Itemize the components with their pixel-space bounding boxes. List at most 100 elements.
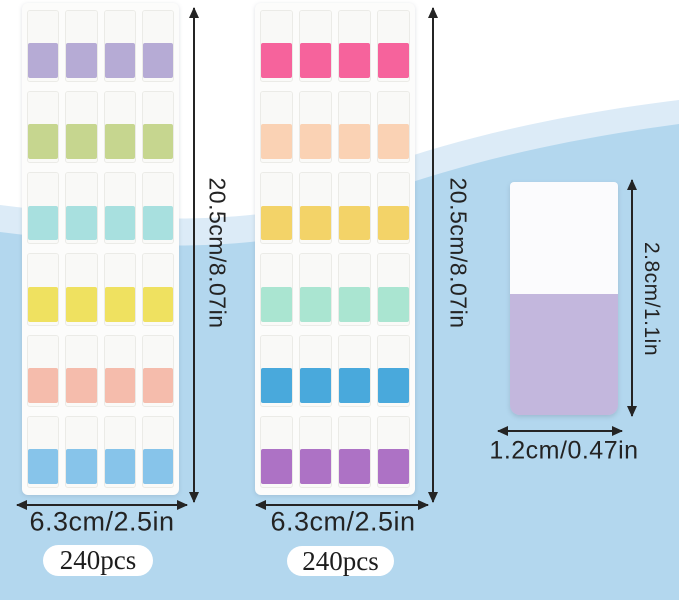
index-tab-colored-part (261, 43, 292, 79)
index-tab (338, 253, 371, 326)
index-tab-white-part (142, 11, 173, 44)
index-tab-colored-part (261, 286, 292, 322)
index-tab-white-part (339, 11, 370, 44)
index-tab (260, 253, 293, 326)
index-tab-colored-part (66, 43, 97, 79)
single-tab-colored-part (510, 293, 618, 415)
index-tab-colored-part (261, 367, 292, 403)
index-tab-colored-part (339, 205, 370, 241)
index-tab-white-part (66, 92, 97, 125)
sheet1-height-arrow (189, 7, 199, 503)
index-tab-white-part (339, 92, 370, 125)
index-tab-white-part (142, 335, 173, 368)
index-tab-colored-part (300, 124, 331, 160)
index-tab-white-part (378, 173, 409, 206)
index-tab-colored-part (261, 449, 292, 484)
sheet1-count-label: 240pcs (59, 545, 137, 575)
index-tab-colored-part (300, 205, 331, 241)
single-tab-closeup (510, 182, 618, 415)
index-tab (260, 415, 293, 488)
index-tab-colored-part (339, 124, 370, 160)
single-tab-height-label: 2.8cm/1.1in (640, 241, 663, 357)
index-tab (65, 334, 98, 407)
index-tab (141, 91, 174, 164)
index-tab-white-part (104, 11, 135, 44)
index-tab-white-part (261, 92, 292, 125)
index-tab-colored-part (339, 449, 370, 484)
index-tab (65, 172, 98, 245)
index-tab (27, 415, 60, 488)
index-tab-colored-part (339, 286, 370, 322)
index-tab (103, 253, 136, 326)
index-tab (377, 415, 410, 488)
index-tab (65, 253, 98, 326)
index-tab-colored-part (104, 367, 135, 403)
index-tab (260, 172, 293, 245)
index-tab (299, 415, 332, 488)
index-tab-white-part (66, 11, 97, 44)
index-tab-colored-part (261, 124, 292, 160)
index-tab-white-part (104, 92, 135, 125)
sheet2-count-label: 240pcs (302, 545, 379, 576)
index-tab-colored-part (300, 43, 331, 79)
index-tab-colored-part (28, 286, 59, 322)
index-tab-white-part (28, 416, 59, 450)
single-tab-width-label: 1.2cm/0.47in (489, 436, 639, 465)
index-tab-colored-part (28, 449, 59, 484)
sheet1-width-arrow (16, 500, 188, 510)
index-tab (141, 334, 174, 407)
index-tab-white-part (300, 92, 331, 125)
index-tab-white-part (300, 335, 331, 368)
index-tab-white-part (28, 92, 59, 125)
sheet1-width-label: 6.3cm/2.5in (29, 506, 175, 537)
index-tab-colored-part (66, 367, 97, 403)
sheet2-width-arrow (255, 500, 429, 510)
single-tab-width-arrow (497, 426, 623, 436)
index-tab-white-part (378, 335, 409, 368)
index-tab (65, 10, 98, 83)
index-tab-colored-part (142, 205, 173, 241)
index-tab (103, 91, 136, 164)
index-tab (377, 172, 410, 245)
index-tab-white-part (66, 416, 97, 450)
index-tab-colored-part (104, 449, 135, 484)
index-tab (141, 10, 174, 83)
index-tab-white-part (378, 11, 409, 44)
index-tab-colored-part (66, 124, 97, 160)
index-tab-colored-part (104, 43, 135, 79)
index-tab-white-part (378, 92, 409, 125)
index-tab (27, 253, 60, 326)
index-tab (377, 91, 410, 164)
index-tab-white-part (339, 416, 370, 450)
index-tab (103, 334, 136, 407)
index-tab-colored-part (66, 205, 97, 241)
index-tab (141, 172, 174, 245)
sheet2-height-label: 20.5cm/8.07in (445, 177, 472, 329)
index-tab-colored-part (142, 286, 173, 322)
sheet1-height-label: 20.5cm/8.07in (204, 177, 231, 329)
index-tab (377, 334, 410, 407)
index-tab-colored-part (378, 43, 409, 79)
index-tab-colored-part (300, 449, 331, 484)
index-tab-white-part (142, 92, 173, 125)
index-tab-colored-part (66, 449, 97, 484)
index-tab-colored-part (142, 124, 173, 160)
index-tab-colored-part (142, 43, 173, 79)
index-tab (27, 91, 60, 164)
index-tab-white-part (261, 11, 292, 44)
index-tab (299, 253, 332, 326)
index-tab-white-part (104, 173, 135, 206)
index-tab (338, 10, 371, 83)
index-tab-white-part (104, 335, 135, 368)
index-tab-white-part (104, 254, 135, 287)
index-tab-white-part (339, 254, 370, 287)
index-tab-white-part (142, 173, 173, 206)
sheet2-width-label: 6.3cm/2.5in (270, 506, 416, 537)
index-tab-colored-part (104, 286, 135, 322)
index-tab-white-part (66, 254, 97, 287)
index-tab-white-part (28, 173, 59, 206)
index-tab (299, 172, 332, 245)
index-tab-white-part (300, 173, 331, 206)
index-tab-white-part (261, 416, 292, 450)
index-tab-colored-part (66, 286, 97, 322)
